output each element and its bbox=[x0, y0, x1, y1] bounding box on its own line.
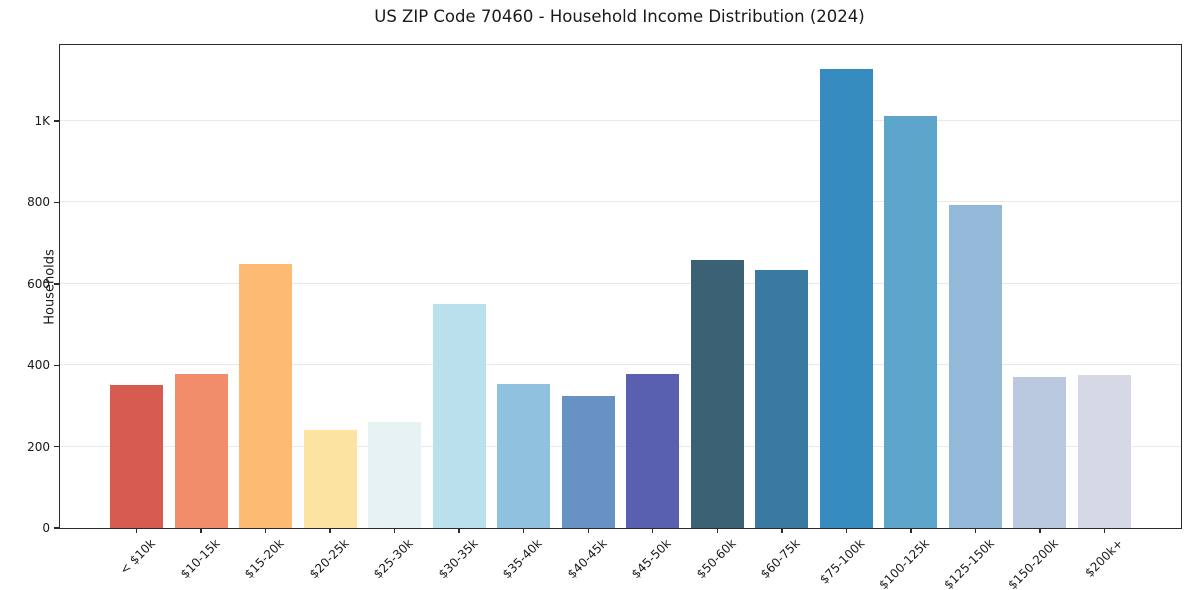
bar-$20-25k bbox=[303, 429, 357, 528]
y-tick-mark-600 bbox=[54, 283, 59, 285]
y-tick-label: 200 bbox=[27, 439, 50, 454]
bar-$30-35k bbox=[432, 304, 486, 528]
x-tick-label: $150-200k bbox=[1005, 536, 1062, 590]
x-tick-label: < $10k bbox=[116, 536, 158, 578]
x-tick-label: $50-60k bbox=[693, 536, 739, 582]
gridline-600 bbox=[60, 282, 1181, 284]
x-tick-mark bbox=[974, 528, 977, 533]
bar-$125-150k bbox=[948, 205, 1002, 528]
bar-$50-60k bbox=[690, 260, 744, 528]
bar-< $10k bbox=[110, 384, 163, 528]
bar-$10-15k bbox=[174, 374, 228, 528]
x-tick-mark bbox=[716, 528, 718, 533]
chart-title: US ZIP Code 70460 - Household Income Dis… bbox=[374, 7, 865, 26]
x-tick-mark bbox=[523, 528, 525, 533]
y-tick-mark-400 bbox=[54, 364, 59, 366]
bar-$45-50k bbox=[626, 374, 680, 528]
x-tick-label: $125-150k bbox=[940, 536, 997, 590]
gridline-1K bbox=[60, 120, 1181, 122]
gridline-800 bbox=[60, 201, 1181, 203]
x-tick-label: $25-30k bbox=[370, 536, 416, 582]
x-tick-mark bbox=[652, 528, 654, 533]
bar-$25-30k bbox=[368, 422, 422, 528]
x-tick-mark bbox=[781, 528, 783, 533]
x-tick-label: $60-75k bbox=[758, 536, 804, 582]
plot-area: Households 0 200 400 600 800 1K < $10k $10-15k $… bbox=[27, 44, 1182, 590]
x-tick-mark bbox=[264, 528, 267, 533]
x-tick-mark bbox=[200, 528, 202, 533]
x-tick-label: $15-20k bbox=[241, 536, 287, 582]
y-tick-label: 800 bbox=[27, 195, 50, 210]
x-tick-mark bbox=[845, 528, 848, 533]
x-tick-mark bbox=[393, 528, 396, 533]
x-tick-mark bbox=[910, 528, 912, 533]
x-tick-mark bbox=[587, 528, 589, 533]
x-tick-mark bbox=[329, 528, 331, 533]
x-tick-mark bbox=[458, 528, 460, 533]
y-tick-label: 1K bbox=[34, 114, 50, 129]
bar-$60-75k bbox=[755, 270, 809, 528]
bar-$40-45k bbox=[561, 396, 615, 528]
y-tick-label: 400 bbox=[27, 358, 50, 373]
y-tick-mark-1K bbox=[54, 120, 59, 122]
y-tick-mark-200 bbox=[54, 445, 59, 448]
y-tick-mark-0 bbox=[54, 527, 59, 529]
bar-$35-40k bbox=[497, 383, 551, 528]
x-tick-label: $75-100k bbox=[817, 536, 868, 587]
bar-$150-200k bbox=[1013, 377, 1067, 528]
x-tick-label: $40-45k bbox=[564, 536, 610, 582]
bar-$15-20k bbox=[239, 264, 293, 528]
x-tick-label: $20-25k bbox=[306, 536, 352, 582]
y-tick-mark-800 bbox=[54, 201, 59, 204]
x-tick-mark bbox=[1103, 528, 1106, 533]
bar-$200k+ bbox=[1078, 374, 1131, 528]
bar-$75-100k bbox=[819, 69, 873, 528]
x-tick-label: $30-35k bbox=[435, 536, 481, 582]
x-tick-label: $35-40k bbox=[500, 536, 545, 582]
x-tick-label: $45-50k bbox=[629, 536, 674, 582]
bar-$100-125k bbox=[884, 115, 938, 528]
x-tick-mark bbox=[1039, 528, 1041, 533]
gridline-200 bbox=[60, 445, 1181, 447]
x-tick-label: $100-125k bbox=[876, 536, 933, 590]
x-tick-label: $10-15k bbox=[177, 536, 223, 582]
gridline-400 bbox=[60, 364, 1181, 366]
y-tick-label: 600 bbox=[27, 276, 50, 291]
y-tick-label: 0 bbox=[42, 521, 50, 535]
x-tick-mark bbox=[135, 528, 138, 533]
x-tick-label: $200k+ bbox=[1082, 536, 1126, 580]
